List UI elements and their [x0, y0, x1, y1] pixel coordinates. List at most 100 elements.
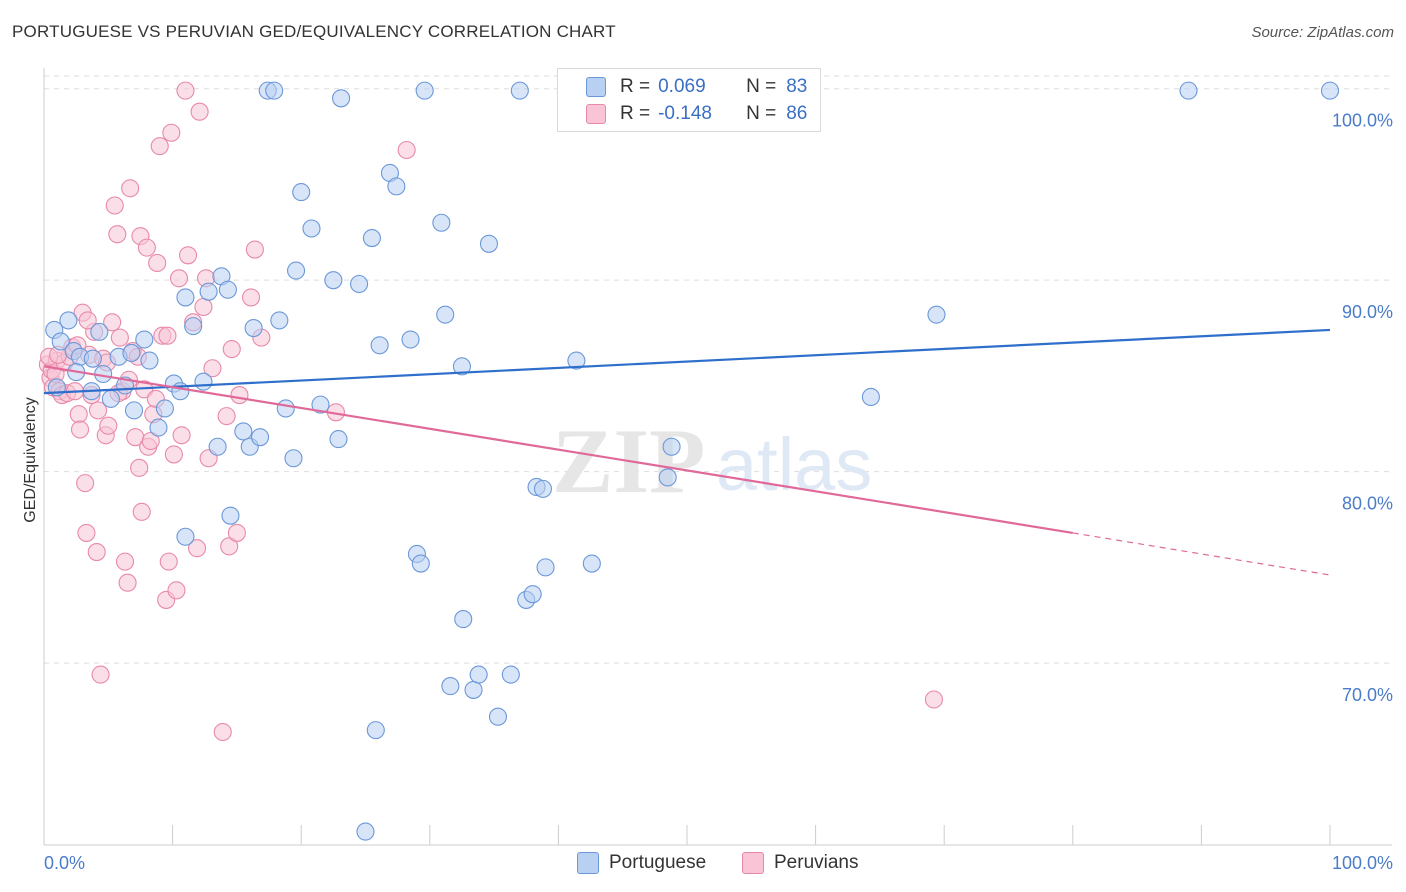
data-point — [567, 351, 586, 370]
data-point — [397, 140, 416, 160]
data-point — [217, 407, 236, 426]
data-point — [366, 721, 385, 740]
data-point — [332, 89, 351, 108]
data-point — [155, 399, 174, 418]
legend-label-portuguese: Portuguese — [609, 852, 707, 873]
data-point — [69, 405, 88, 424]
data-point — [533, 479, 553, 498]
data-point — [329, 430, 348, 449]
data-point — [141, 431, 160, 451]
legend-n-label: N = — [746, 103, 777, 124]
data-point — [861, 387, 880, 407]
legend-label-peruvians: Peruvians — [774, 852, 859, 873]
data-point — [159, 552, 178, 571]
y-tick-label: 90.0% — [1342, 302, 1393, 322]
tick-labels: 70.0% 80.0% 90.0% 100.0% 0.0% 100.0% — [44, 111, 1393, 873]
data-point — [222, 340, 241, 359]
data-point — [167, 581, 186, 600]
data-point — [350, 274, 369, 294]
data-point — [324, 271, 343, 290]
data-point — [432, 213, 451, 232]
data-point — [203, 359, 222, 378]
data-point — [227, 523, 246, 542]
data-point — [415, 81, 434, 100]
legend-r-value: -0.148 — [658, 103, 712, 124]
data-point — [199, 282, 218, 301]
correlation-legend: R = 0.069 N = 83 R = -0.148 N = 86 — [557, 68, 821, 132]
data-point — [469, 665, 488, 684]
data-point — [176, 288, 195, 307]
chart-title: PORTUGUESE VS PERUVIAN GED/EQUIVALENCY C… — [12, 22, 616, 41]
data-point — [140, 351, 159, 370]
data-point — [370, 336, 389, 355]
data-point — [411, 554, 430, 573]
data-point — [150, 137, 169, 156]
data-point — [83, 349, 102, 368]
data-point — [658, 468, 677, 487]
legend-r-label: R = — [620, 103, 651, 124]
data-point — [70, 420, 90, 439]
data-point — [51, 332, 70, 351]
blue-swatch-icon — [577, 852, 599, 874]
data-point — [176, 527, 195, 546]
data-point — [501, 665, 520, 684]
y-tick-label: 80.0% — [1342, 494, 1393, 514]
data-point — [76, 474, 95, 493]
data-point — [135, 330, 154, 349]
data-point — [245, 240, 264, 259]
data-point — [148, 253, 167, 273]
data-point — [158, 326, 177, 345]
data-point — [287, 261, 306, 280]
data-point — [208, 437, 227, 456]
data-point — [169, 269, 189, 288]
data-point — [149, 418, 168, 437]
data-point — [454, 610, 473, 629]
data-point — [91, 665, 110, 684]
data-point — [927, 305, 946, 324]
pink-swatch-icon — [742, 852, 764, 874]
data-point — [178, 246, 198, 265]
data-point — [510, 81, 529, 100]
grid-lines — [44, 75, 1392, 664]
data-point — [464, 680, 483, 699]
legend-item-portuguese[interactable]: Portuguese — [577, 852, 706, 874]
data-point — [270, 311, 289, 330]
data-point — [88, 401, 108, 420]
data-point — [302, 219, 321, 238]
data-point — [452, 357, 472, 376]
data-point — [78, 311, 97, 330]
data-point — [190, 102, 209, 121]
y-axis-label: GED/Equivalency — [22, 397, 39, 522]
data-point — [124, 401, 144, 420]
peruvians-points — [38, 81, 943, 742]
data-point — [401, 330, 420, 349]
data-point — [241, 288, 261, 307]
legend-r-value: 0.069 — [658, 76, 706, 97]
data-point — [59, 311, 78, 330]
data-point — [164, 445, 183, 464]
data-point — [162, 123, 181, 142]
data-point — [362, 229, 381, 248]
data-point — [387, 177, 406, 196]
data-point — [479, 234, 499, 253]
data-point — [87, 543, 106, 562]
legend-item-peruvians[interactable]: Peruvians — [742, 852, 859, 874]
data-point — [218, 280, 237, 299]
trend-lines — [43, 328, 1331, 576]
legend-row-portuguese: R = 0.069 N = 83 — [558, 73, 807, 101]
data-point — [356, 822, 375, 841]
data-point — [103, 313, 122, 332]
portuguese-trend-line — [43, 328, 1331, 395]
data-point — [137, 238, 156, 257]
data-point — [110, 328, 129, 347]
data-point — [1320, 81, 1340, 100]
data-point — [115, 552, 135, 571]
data-point — [284, 449, 303, 468]
data-point — [311, 395, 330, 414]
data-point — [276, 399, 295, 418]
peruvians-trend-line — [43, 365, 1073, 535]
portuguese-points — [45, 81, 1340, 841]
legend-n-label: N = — [746, 76, 777, 97]
legend-row-peruvians: R = -0.148 N = 86 — [558, 100, 807, 128]
